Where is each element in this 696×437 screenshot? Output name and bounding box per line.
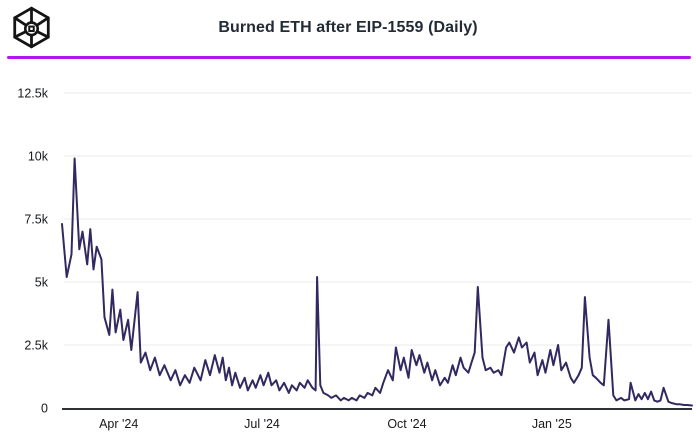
y-tick-label: 2.5k bbox=[24, 339, 48, 353]
chart-title: Burned ETH after EIP-1559 (Daily) bbox=[218, 19, 478, 36]
y-tick-label: 7.5k bbox=[24, 213, 48, 227]
x-tick-label: Jan '25 bbox=[532, 417, 572, 431]
y-tick-label: 12.5k bbox=[17, 87, 48, 101]
burned-eth-series-line bbox=[61, 157, 693, 407]
x-tick-label: Jul '24 bbox=[244, 417, 280, 431]
x-tick-label: Apr '24 bbox=[99, 417, 138, 431]
accent-divider bbox=[7, 56, 691, 59]
x-tick-label: Oct '24 bbox=[387, 417, 426, 431]
y-tick-label: 0 bbox=[41, 402, 48, 416]
y-tick-label: 5k bbox=[35, 276, 49, 290]
brand-cube-logo-icon[interactable] bbox=[10, 6, 53, 49]
y-tick-label: 10k bbox=[28, 150, 49, 164]
